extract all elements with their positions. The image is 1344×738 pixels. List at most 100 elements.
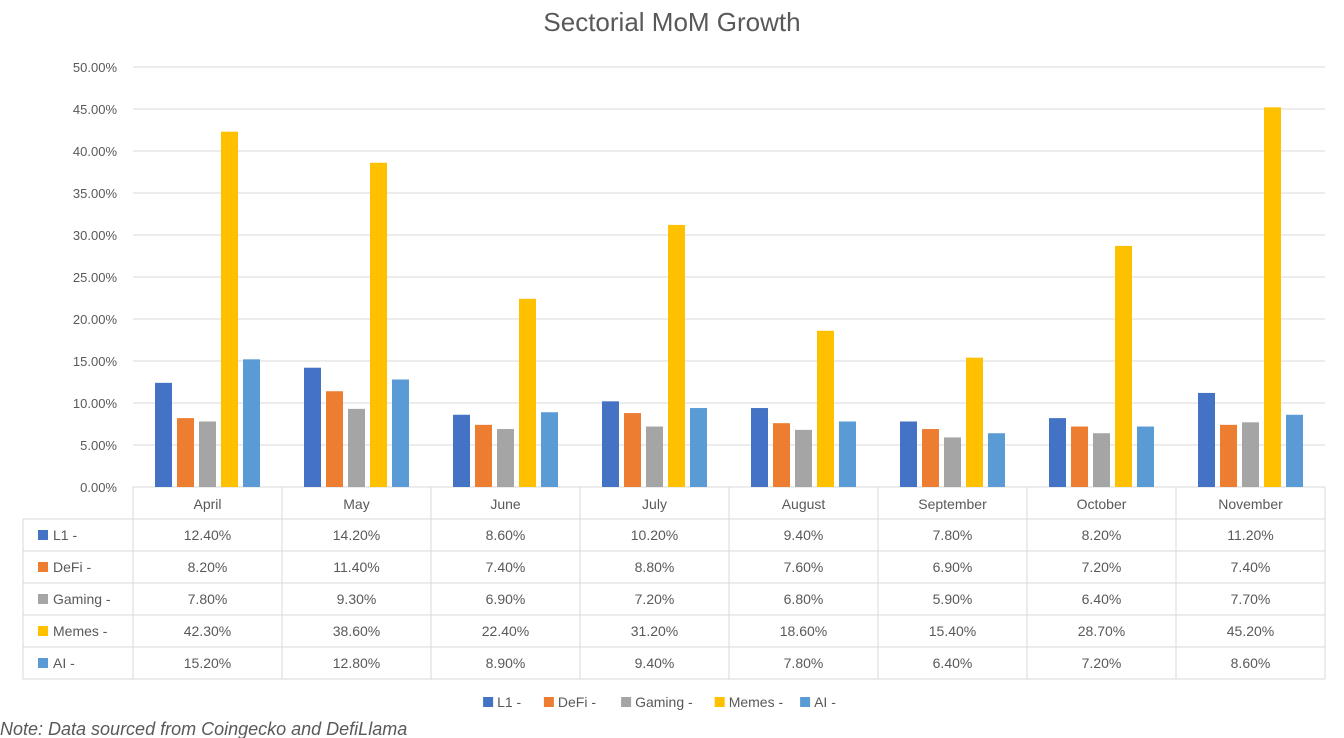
data-label: 31.20% <box>631 623 678 639</box>
data-label: 7.60% <box>784 559 824 575</box>
bar <box>177 418 194 487</box>
data-label: 6.40% <box>933 655 973 671</box>
bar <box>370 162 387 487</box>
data-label: 7.80% <box>933 527 973 543</box>
bar <box>221 131 238 487</box>
bar <box>304 367 321 487</box>
data-label: 8.60% <box>486 527 526 543</box>
bar <box>624 413 641 487</box>
data-label: 14.20% <box>333 527 380 543</box>
data-label: 7.80% <box>784 655 824 671</box>
bar <box>944 437 961 487</box>
bar <box>1071 426 1088 487</box>
bar <box>773 423 790 487</box>
y-tick-label: 5.00% <box>80 438 117 453</box>
category-label: August <box>782 496 826 512</box>
legend-swatch <box>800 697 811 707</box>
data-label: 15.40% <box>929 623 976 639</box>
data-label: 7.40% <box>486 559 526 575</box>
bar <box>646 426 663 487</box>
bar <box>243 359 260 487</box>
row-series-label: Memes - <box>53 623 108 639</box>
data-label: 6.40% <box>1082 591 1122 607</box>
bar <box>751 408 768 487</box>
y-tick-label: 35.00% <box>73 186 118 201</box>
bar <box>900 421 917 487</box>
data-label: 6.90% <box>486 591 526 607</box>
data-label: 12.80% <box>333 655 380 671</box>
bar <box>541 412 558 487</box>
row-color-key <box>38 626 48 636</box>
bars <box>155 107 1303 488</box>
bar <box>1220 424 1237 487</box>
y-tick-label: 30.00% <box>73 228 118 243</box>
legend-swatch <box>543 697 554 707</box>
data-label: 11.40% <box>333 559 379 575</box>
y-tick-label: 25.00% <box>73 270 118 285</box>
bar <box>839 421 856 487</box>
data-label: 5.90% <box>933 591 973 607</box>
row-color-key <box>38 658 48 668</box>
bar <box>1093 433 1110 487</box>
category-label: June <box>490 496 521 512</box>
data-label: 7.20% <box>1082 655 1122 671</box>
row-series-label: DeFi - <box>53 559 91 575</box>
data-label: 8.20% <box>188 559 228 575</box>
bar <box>519 298 536 487</box>
bar <box>1198 392 1215 487</box>
data-label: 22.40% <box>482 623 529 639</box>
y-tick-label: 50.00% <box>73 60 118 75</box>
category-label: October <box>1077 496 1127 512</box>
bar <box>1137 426 1154 487</box>
bar <box>966 357 983 487</box>
bar <box>326 391 343 487</box>
data-label: 6.80% <box>784 591 824 607</box>
bar <box>988 433 1005 487</box>
bar <box>453 414 470 487</box>
legend-swatch <box>621 697 632 707</box>
bar <box>690 408 707 487</box>
legend-swatch <box>483 697 494 707</box>
bar <box>795 429 812 487</box>
category-label: September <box>918 496 987 512</box>
data-label: 8.90% <box>486 655 526 671</box>
bar <box>602 401 619 487</box>
bar <box>199 421 216 487</box>
bar <box>1049 418 1066 487</box>
data-label: 38.60% <box>333 623 380 639</box>
data-label: 45.20% <box>1227 623 1274 639</box>
source-note: Note: Data sourced from Coingecko and De… <box>0 719 407 738</box>
bar <box>348 408 365 487</box>
data-label: 8.80% <box>635 559 675 575</box>
y-tick-label: 45.00% <box>73 102 118 117</box>
bar <box>1115 245 1132 487</box>
data-label: 7.20% <box>635 591 675 607</box>
data-label: 8.60% <box>1231 655 1271 671</box>
bar <box>1286 414 1303 487</box>
data-label: 7.70% <box>1231 591 1271 607</box>
data-label: 7.40% <box>1231 559 1271 575</box>
data-label: 7.80% <box>188 591 228 607</box>
data-label: 11.20% <box>1227 527 1273 543</box>
legend: L1 - DeFi - Gaming - Memes - AI - <box>483 694 836 710</box>
legend-label: DeFi - <box>558 694 596 710</box>
row-series-label: AI - <box>53 655 75 671</box>
bar <box>1264 107 1281 487</box>
y-axis-ticks: 0.00% 5.00% 10.00% 15.00% 20.00% 25.00% 30.00%… <box>73 60 118 495</box>
bar <box>392 379 409 487</box>
data-label: 9.40% <box>784 527 824 543</box>
y-tick-label: 0.00% <box>80 480 117 495</box>
data-label: 18.60% <box>780 623 827 639</box>
legend-label: Memes - <box>729 694 784 710</box>
y-tick-label: 10.00% <box>73 396 118 411</box>
bar <box>475 424 492 487</box>
data-label: 8.20% <box>1082 527 1122 543</box>
legend-label: Gaming - <box>635 694 693 710</box>
y-tick-label: 20.00% <box>73 312 118 327</box>
bar <box>817 330 834 487</box>
data-label: 10.20% <box>631 527 678 543</box>
bar <box>155 382 172 487</box>
category-label: July <box>642 496 667 512</box>
data-label: 6.90% <box>933 559 973 575</box>
